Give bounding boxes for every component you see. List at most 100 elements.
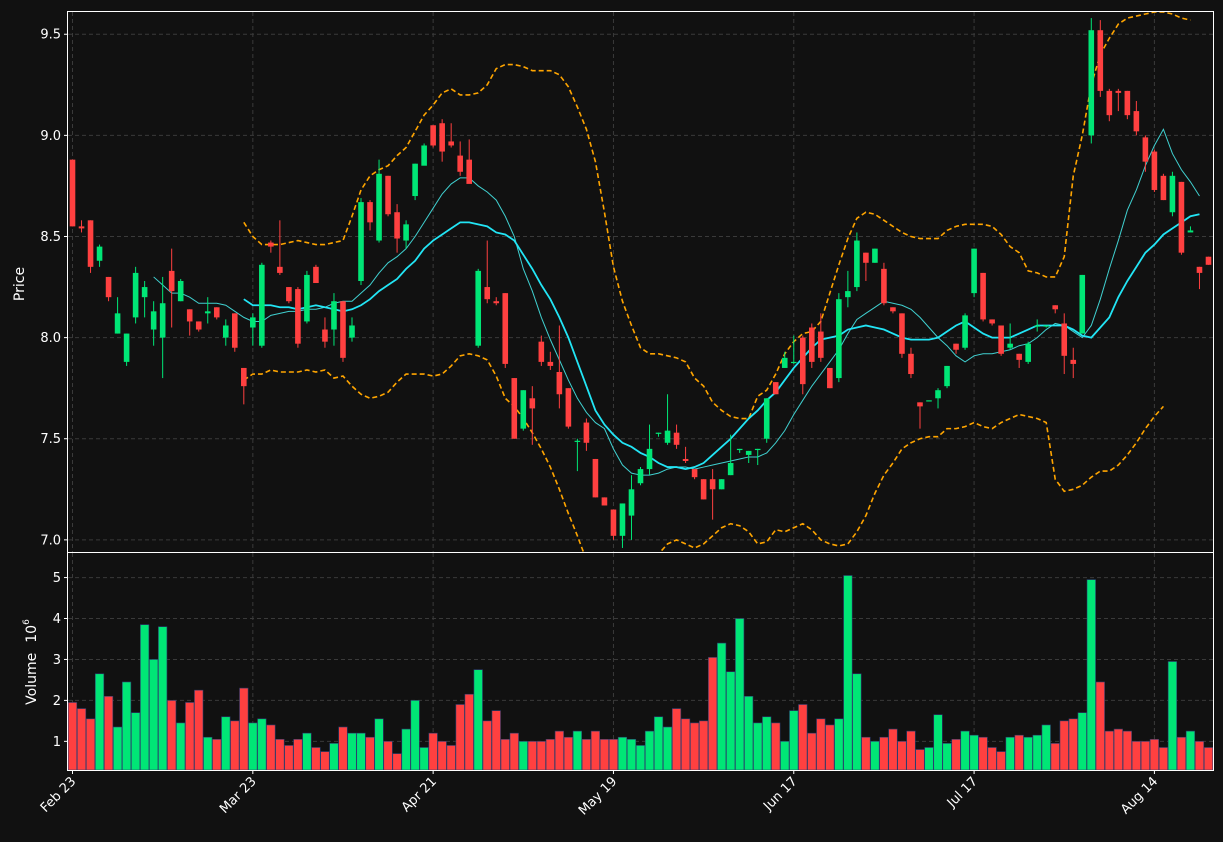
candle-body (917, 402, 923, 407)
volume-bar (185, 702, 195, 771)
candle-body (430, 125, 436, 146)
volume-tick-label: 5 (53, 571, 61, 586)
candle-body (592, 458, 599, 498)
volume-bar (825, 724, 835, 771)
candle-body (691, 469, 698, 478)
candle-body (241, 367, 247, 387)
volume-bar (626, 738, 637, 771)
volume-bar (635, 745, 646, 771)
volume-bar (1122, 730, 1132, 771)
volume-bar (807, 732, 817, 771)
volume-tick-label: 2 (53, 694, 61, 709)
volume-bar (167, 700, 177, 771)
volume-bar (203, 736, 213, 771)
candle-body (538, 341, 545, 362)
price-tick-label: 8.0 (40, 331, 61, 346)
candle-body (186, 309, 193, 322)
candle-body (213, 307, 220, 318)
volume-bar (437, 741, 447, 771)
volume-bar (455, 704, 465, 771)
volume-bar (572, 730, 582, 771)
volume-bar (410, 700, 420, 771)
volume-bar (1203, 747, 1214, 771)
candle-body (1133, 111, 1140, 132)
volume-bar (446, 745, 456, 771)
candle-body (845, 291, 851, 298)
volume-bar (969, 734, 979, 771)
candle-body (1142, 137, 1149, 162)
candle-body (872, 248, 878, 263)
candle-body (628, 489, 635, 516)
volume-bar (843, 575, 853, 771)
volume-bar (527, 741, 537, 771)
candle-body (944, 365, 950, 387)
candle-body (1070, 359, 1077, 364)
volume-bar (563, 736, 573, 771)
candle-body (105, 276, 112, 298)
slow-ma-line (243, 213, 1200, 471)
candle-body (610, 509, 617, 536)
candle-body (754, 448, 761, 451)
candle-body (493, 301, 500, 304)
candle-body (763, 398, 770, 439)
volume-bar (726, 671, 736, 771)
volume-bar (861, 736, 871, 771)
volume-bar (257, 718, 267, 771)
volume-bar (194, 689, 204, 771)
candle-body (1052, 305, 1059, 310)
volume-bar (996, 751, 1006, 771)
volume-bar (401, 728, 411, 771)
candle-body (998, 325, 1004, 354)
volume-bar (762, 716, 772, 771)
candle-body (1169, 175, 1176, 213)
volume-bar (221, 716, 231, 771)
candle-body (1106, 90, 1113, 116)
volume-bar (617, 736, 628, 771)
candle-body (863, 252, 869, 263)
volume-bar (1077, 712, 1087, 771)
volume-bar (518, 741, 528, 771)
price-axis-label: Price (12, 267, 28, 301)
volume-bar (365, 736, 375, 771)
volume-bar (744, 696, 754, 771)
candle-body (619, 503, 626, 536)
volume-bar (76, 708, 87, 771)
volume-bar (311, 747, 321, 771)
candle-body (358, 202, 364, 281)
candle-body (204, 311, 211, 314)
volume-bar (266, 724, 276, 771)
candle-body (475, 270, 482, 346)
candle-body (962, 315, 968, 348)
volume-bar (1167, 661, 1178, 771)
volume-bar (1113, 728, 1123, 771)
candle-body (322, 329, 328, 342)
volume-bar (554, 730, 564, 771)
volume-bar (356, 732, 366, 771)
volume-bar (699, 720, 709, 771)
candle-body (718, 479, 725, 490)
volume-axis-label: Volume106 (22, 619, 40, 705)
candle-body (682, 458, 689, 461)
volume-bar (1068, 718, 1078, 771)
candle-body (141, 287, 148, 298)
volume-bar (230, 720, 240, 771)
volume-bar (302, 732, 312, 771)
volume-bar (536, 741, 546, 771)
lower-band-line (243, 352, 1165, 552)
candle-body (114, 313, 121, 334)
volume-panel-frame (67, 552, 1214, 771)
candle-body (574, 440, 581, 442)
candle-body (421, 145, 427, 166)
candle-body (259, 264, 265, 346)
volume-bar (608, 738, 619, 771)
candle-body (583, 422, 590, 443)
candle-body (1079, 274, 1086, 334)
candle-body (736, 448, 743, 451)
volume-bar (1041, 724, 1051, 771)
candle-body (1187, 230, 1194, 233)
volume-bar (590, 730, 601, 771)
volume-bar (67, 702, 78, 771)
candle-body (340, 301, 346, 358)
candle-body (376, 173, 382, 241)
price-y-ticks: 7.0 7.5 8.0 8.5 9.0 9.5 (40, 28, 68, 548)
